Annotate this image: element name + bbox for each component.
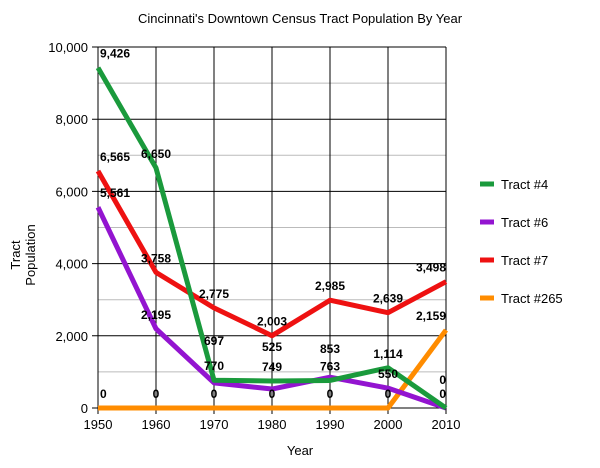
data-label: 5,561 [100,186,130,200]
legend-label: Tract #265 [501,291,563,306]
data-label: 697 [204,334,224,348]
data-label: 770 [204,359,224,373]
legend-label: Tract #6 [501,215,548,230]
x-tick-label: 1960 [142,417,171,432]
legend-label: Tract #7 [501,253,548,268]
y-axis-label-line2: Population [23,224,38,285]
chart-title: Cincinnati's Downtown Census Tract Popul… [138,11,463,26]
axes: 0 2,000 4,000 6,000 8,000 10,000 1950 1960 1970 1… [48,40,460,432]
data-label: 2,775 [199,287,229,301]
x-tick-label: 1950 [84,417,113,432]
data-label: 6,565 [100,150,130,164]
legend: Tract #4 Tract #6 Tract #7 Tract #265 [480,177,563,306]
data-label: 2,195 [141,308,171,322]
data-label: 0 [327,387,334,401]
series-lines [95,66,449,411]
y-tick-label: 8,000 [55,112,88,127]
data-label: 2,985 [315,279,345,293]
data-label: 2,159 [416,309,446,323]
data-label: 3,758 [141,251,171,265]
data-label: 9,426 [100,47,130,61]
data-label: 0 [100,387,107,401]
y-tick-label: 2,000 [55,329,88,344]
y-tick-label: 10,000 [48,40,88,55]
data-label: 0 [439,387,446,401]
series-line-tract-6 [95,206,447,411]
series-line-tract-4 [95,66,448,411]
data-label: 3,498 [416,261,446,275]
x-tick-label: 1990 [316,417,345,432]
x-tick-label: 1970 [200,417,229,432]
data-label: 763 [320,359,340,373]
data-label: 2,003 [257,315,287,329]
x-tick-label: 1980 [258,417,287,432]
series-line-tract-265 [98,328,449,411]
data-label: 0 [211,387,218,401]
y-tick-label: 6,000 [55,184,88,199]
legend-label: Tract #4 [501,177,548,192]
y-axis-label-line1: Tract [8,240,23,270]
data-label: 2,639 [373,292,403,306]
data-label: 525 [262,340,282,354]
data-label: 550 [378,367,398,381]
x-tick-label: 2010 [432,417,461,432]
y-tick-label: 4,000 [55,257,88,272]
series-line-tract-7 [95,169,448,339]
data-label: 853 [320,342,340,356]
y-tick-label: 0 [81,401,88,416]
data-label: 0 [385,387,392,401]
data-label: 6,650 [141,147,171,161]
x-tick-label: 2000 [374,417,403,432]
data-label: 0 [269,387,276,401]
data-label: 0 [439,373,446,387]
x-axis-label: Year [287,443,314,458]
data-label: 749 [262,360,282,374]
data-label: 0 [153,387,160,401]
data-label: 1,114 [373,347,403,361]
